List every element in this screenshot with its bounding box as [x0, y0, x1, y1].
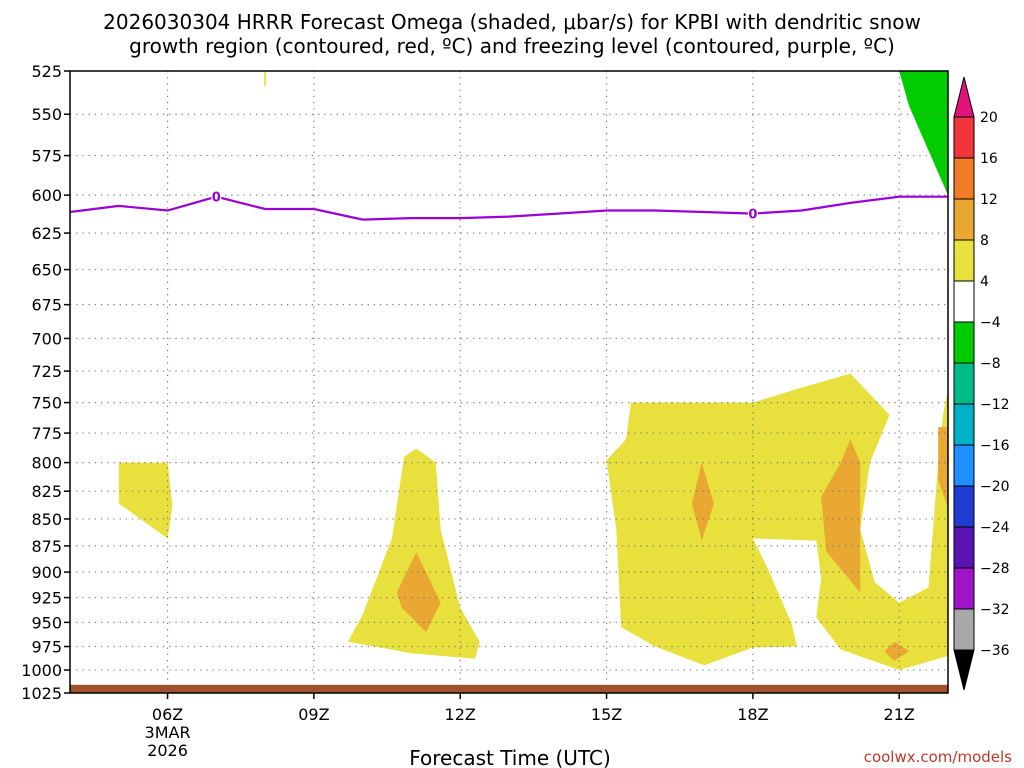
- y-tick-label-675: 675: [31, 296, 62, 315]
- omega-region-2: [396, 552, 441, 633]
- omega-region-0: [118, 462, 173, 539]
- colorbar-bin-9: [953, 444, 975, 487]
- x-axis-title: Forecast Time (UTC): [409, 746, 611, 768]
- x-tick-label-09Z: 09Z: [298, 705, 329, 724]
- x-tick-sublabel-06Z-0: 3MAR: [145, 723, 191, 742]
- y-tick-label-825: 825: [31, 482, 62, 501]
- colorbar-tick-label-6: −8: [980, 356, 1001, 372]
- omega-region-8: [899, 71, 948, 196]
- omega-region-4: [691, 462, 714, 541]
- y-tick-label-525: 525: [31, 62, 62, 81]
- y-tick-label-750: 750: [31, 394, 62, 413]
- colorbar-tick-label-7: −12: [980, 397, 1010, 413]
- x-tick-label-21Z: 21Z: [884, 705, 915, 724]
- colorbar-tick-label-3: 8: [980, 233, 989, 249]
- omega-region-5: [821, 439, 861, 593]
- colorbar-tick-label-11: −28: [980, 561, 1010, 577]
- y-tick-label-800: 800: [31, 454, 62, 473]
- colorbar-bin-3: [953, 198, 975, 241]
- x-tick-label-15Z: 15Z: [591, 705, 622, 724]
- x-tick-label-18Z: 18Z: [737, 705, 768, 724]
- freezing-level-label-0: 0: [212, 191, 221, 206]
- colorbar-bin-6: [953, 321, 975, 364]
- colorbar-tick-label-1: 16: [980, 151, 998, 167]
- y-tick-label-950: 950: [31, 613, 62, 632]
- y-tick-label-1000: 1000: [21, 661, 62, 680]
- colorbar-bin-5: [953, 280, 975, 323]
- omega-region-3: [606, 373, 948, 670]
- colorbar-tick-label-9: −20: [980, 479, 1010, 495]
- y-tick-label-875: 875: [31, 537, 62, 556]
- site-credit: coolwx.com/models: [864, 748, 1012, 766]
- colorbar-bin-10: [953, 485, 975, 528]
- y-tick-label-975: 975: [31, 638, 62, 657]
- colorbar-tick-label-0: 20: [980, 110, 998, 126]
- y-tick-label-700: 700: [31, 329, 62, 348]
- y-tick-label-575: 575: [31, 147, 62, 166]
- colorbar-bin-7: [953, 362, 975, 405]
- colorbar-tick-label-10: −24: [980, 520, 1010, 536]
- plot-content: 00: [70, 71, 948, 693]
- x-tick-label-12Z: 12Z: [445, 705, 476, 724]
- colorbar-tick-label-5: −4: [980, 315, 1001, 331]
- y-tick-label-850: 850: [31, 510, 62, 529]
- surface-band: [70, 684, 948, 693]
- colorbar-bin-11: [953, 526, 975, 569]
- colorbar-tick-label-13: −36: [980, 643, 1010, 659]
- y-tick-label-900: 900: [31, 563, 62, 582]
- y-tick-label-650: 650: [31, 261, 62, 280]
- colorbar-tick-label-8: −16: [980, 438, 1010, 454]
- x-tick-sublabel-06Z-1: 2026: [147, 741, 188, 760]
- y-tick-label-775: 775: [31, 424, 62, 443]
- plot-frame: [69, 70, 949, 694]
- x-tick-label-06Z: 06Z: [152, 705, 183, 724]
- y-tick-label-600: 600: [31, 186, 62, 205]
- grid-lines: [70, 71, 948, 693]
- chart-title-line-1: 2026030304 HRRR Forecast Omega (shaded, …: [103, 10, 921, 34]
- colorbar-bin-top: [953, 76, 975, 118]
- freezing-level-line: [70, 195, 948, 221]
- colorbar-bin-1: [953, 116, 975, 159]
- colorbar-bin-12: [953, 567, 975, 610]
- chart-title-line-2: growth region (contoured, red, ºC) and f…: [129, 34, 895, 58]
- y-tick-label-725: 725: [31, 362, 62, 381]
- colorbar-bin-4: [953, 239, 975, 282]
- y-tick-label-550: 550: [31, 105, 62, 124]
- y-tick-label-625: 625: [31, 224, 62, 243]
- y-tick-label-1025: 1025: [21, 684, 62, 703]
- freezing-label-bg-0: [211, 189, 222, 204]
- plot-area: 0052555057560062565067570072575077580082…: [21, 62, 1009, 760]
- colorbar-tick-label-12: −32: [980, 602, 1010, 618]
- omega-region-6: [938, 427, 948, 508]
- freezing-level-label-1: 0: [748, 208, 757, 223]
- colorbar-bin-2: [953, 157, 975, 200]
- omega-region-1: [348, 448, 480, 659]
- colorbar-bin-bottom: [953, 649, 975, 691]
- y-tick-label-925: 925: [31, 589, 62, 608]
- omega-region-7: [884, 641, 909, 661]
- freezing-label-bg-1: [747, 206, 758, 221]
- colorbar-bin-8: [953, 403, 975, 446]
- colorbar-bin-13: [953, 608, 975, 651]
- colorbar-tick-label-4: 4: [980, 274, 989, 290]
- colorbar-tick-label-2: 12: [980, 192, 998, 208]
